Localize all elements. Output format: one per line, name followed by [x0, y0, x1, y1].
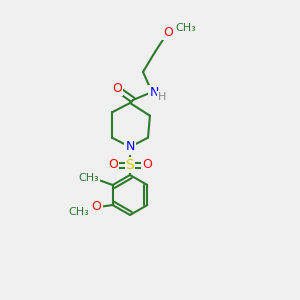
Text: H: H: [158, 92, 166, 102]
Text: CH₃: CH₃: [78, 173, 99, 183]
Text: CH₃: CH₃: [68, 207, 89, 217]
Text: O: O: [112, 82, 122, 94]
Text: O: O: [92, 200, 102, 214]
Text: O: O: [142, 158, 152, 172]
Text: N: N: [149, 85, 159, 98]
Text: O: O: [108, 158, 118, 172]
Text: S: S: [126, 158, 134, 172]
Text: O: O: [163, 26, 173, 38]
Text: N: N: [125, 140, 135, 154]
Text: CH₃: CH₃: [176, 23, 197, 33]
